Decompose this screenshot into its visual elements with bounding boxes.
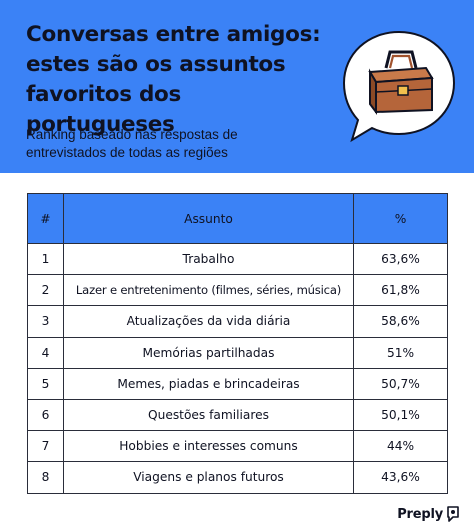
percent-cell: 63,6% — [353, 242, 448, 276]
topic-cell: Hobbies e interesses comuns — [63, 430, 354, 463]
topic-cell: Memes, piadas e brincadeiras — [63, 367, 354, 400]
percent-cell: 50,1% — [353, 398, 448, 432]
table-row: 7 Hobbies e interesses comuns 44% — [27, 430, 448, 463]
table-row: 3 Atualizações da vida diária 58,6% — [27, 305, 448, 338]
table-row: 4 Memórias partilhadas 51% — [27, 336, 448, 369]
table-row: 1 Trabalho 63,6% — [27, 242, 448, 276]
rank-cell: 5 — [27, 367, 64, 400]
ranking-table-container: # Assunto % 1 Trabalho 63,6% 2 Lazer e e… — [27, 193, 448, 494]
rank-cell: 4 — [27, 336, 64, 369]
topic-cell: Questões familiares — [63, 398, 354, 432]
percent-cell: 50,7% — [353, 367, 448, 400]
percent-cell: 43,6% — [353, 461, 448, 494]
rank-cell: 7 — [27, 430, 64, 463]
brand-name: Preply — [397, 506, 443, 522]
topic-cell: Atualizações da vida diária — [63, 305, 354, 338]
rank-cell: 6 — [27, 398, 64, 432]
topic-cell: Memórias partilhadas — [63, 336, 354, 369]
topic-cell: Viagens e planos futuros — [63, 461, 354, 494]
topic-cell: Trabalho — [63, 242, 354, 276]
percent-cell: 61,8% — [353, 274, 448, 307]
percent-cell: 44% — [353, 430, 448, 463]
topic-cell: Lazer e entretenimento (filmes, séries, … — [63, 274, 354, 307]
brand-logo: Preply — [397, 505, 460, 523]
page-subtitle: Ranking baseado nas respostas de entrevi… — [26, 127, 238, 160]
header-banner: Conversas entre amigos: estes são os ass… — [0, 0, 474, 173]
rank-cell: 1 — [27, 242, 64, 276]
percent-cell: 51% — [353, 336, 448, 369]
column-header-rank: # — [27, 193, 64, 244]
column-header-topic: Assunto — [63, 193, 354, 244]
table-header-row: # Assunto % — [27, 193, 448, 244]
briefcase-icon — [342, 30, 456, 143]
page-title: Conversas entre amigos: estes são os ass… — [26, 22, 321, 137]
rank-cell: 2 — [27, 274, 64, 307]
percent-cell: 58,6% — [353, 305, 448, 338]
table-row: 6 Questões familiares 50,1% — [27, 398, 448, 432]
ranking-table: # Assunto % 1 Trabalho 63,6% 2 Lazer e e… — [27, 193, 448, 494]
table-row: 8 Viagens e planos futuros 43,6% — [27, 461, 448, 494]
column-header-percent: % — [353, 193, 448, 244]
table-row: 2 Lazer e entretenimento (filmes, séries… — [27, 274, 448, 307]
preply-logo-icon — [447, 506, 459, 522]
rank-cell: 3 — [27, 305, 64, 338]
rank-cell: 8 — [27, 461, 64, 494]
table-row: 5 Memes, piadas e brincadeiras 50,7% — [27, 367, 448, 400]
